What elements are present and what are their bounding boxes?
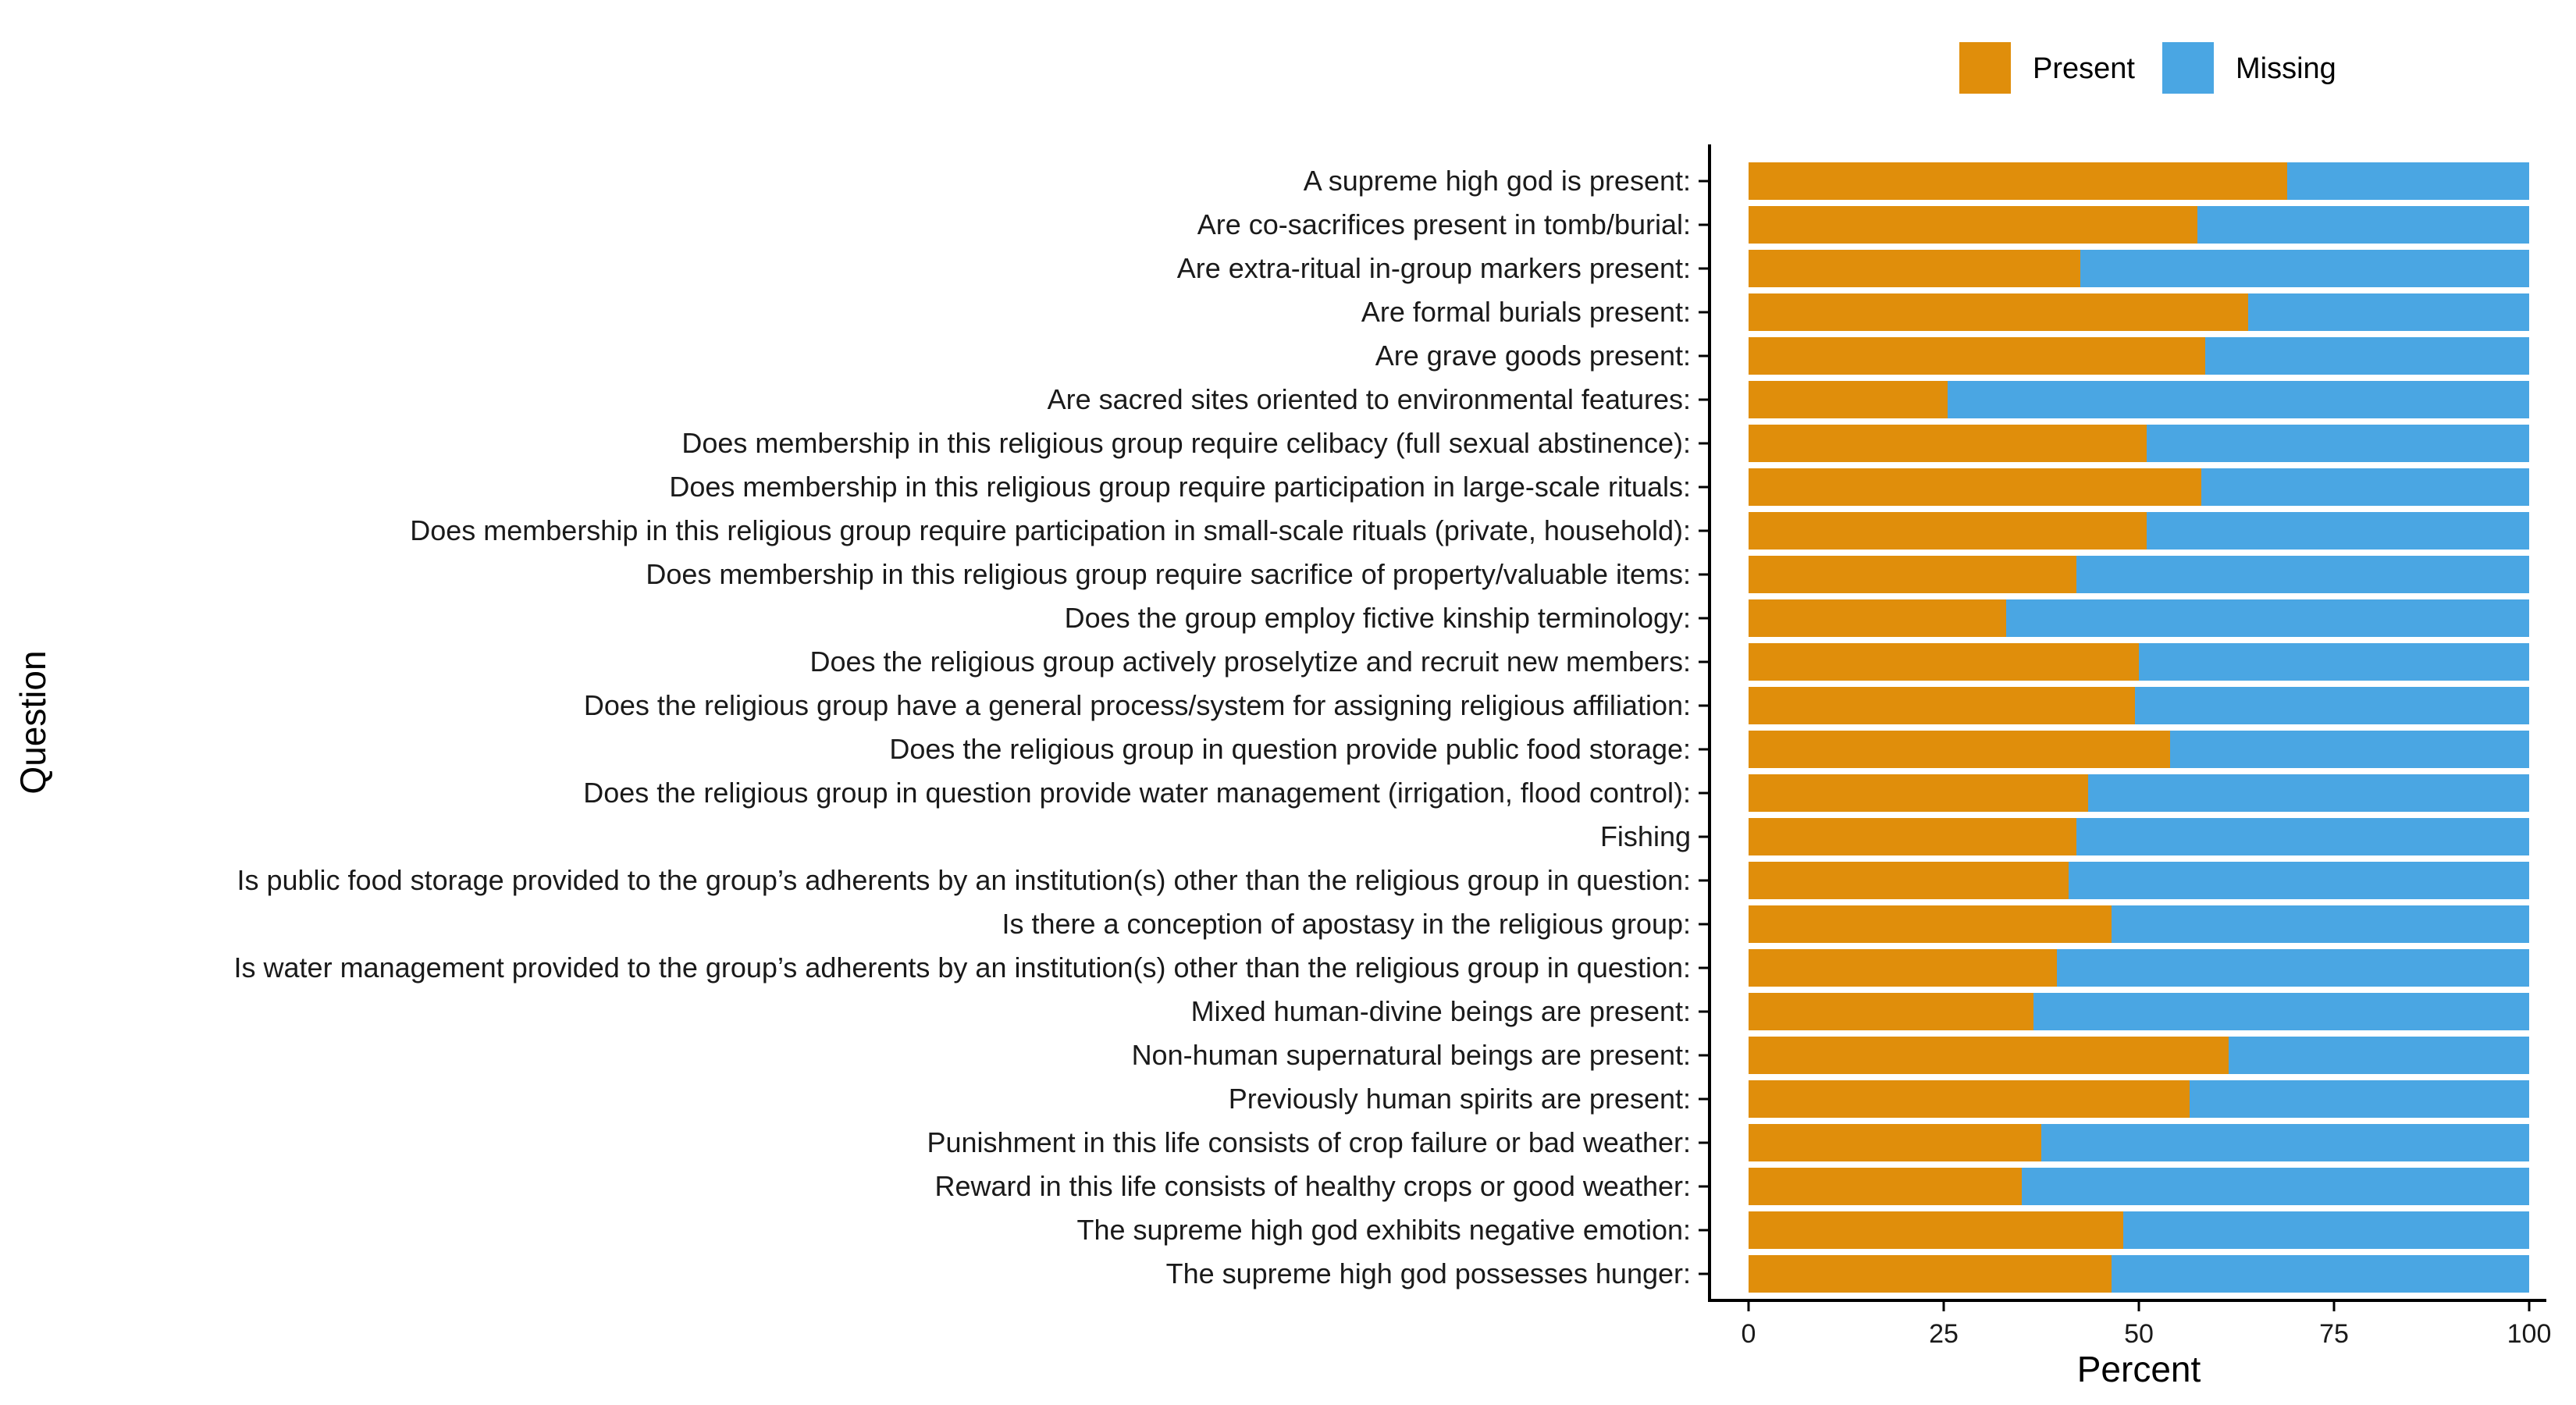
bar-missing-14 xyxy=(2088,774,2529,812)
category-label-17: Is there a conception of apostasy in the… xyxy=(1002,908,1691,940)
bar-present-22 xyxy=(1749,1124,2041,1161)
category-labels-group: A supreme high god is present: Are co-sac… xyxy=(234,165,1710,1289)
bar-present-10 xyxy=(1749,599,2006,637)
legend-swatch-missing xyxy=(2162,42,2214,94)
bar-missing-12 xyxy=(2135,687,2529,724)
category-label-4: Are grave goods present: xyxy=(1375,340,1691,372)
y-axis-title: Question xyxy=(12,650,53,794)
bar-missing-2 xyxy=(2080,250,2529,287)
bar-missing-10 xyxy=(2006,599,2529,637)
bar-missing-17 xyxy=(2112,905,2529,943)
bar-present-4 xyxy=(1749,337,2205,375)
bar-missing-3 xyxy=(2248,293,2529,331)
category-label-21: Previously human spirits are present: xyxy=(1229,1083,1691,1115)
bar-present-11 xyxy=(1749,643,2139,681)
legend-label-missing: Missing xyxy=(2236,52,2336,85)
category-label-22: Punishment in this life consists of crop… xyxy=(927,1126,1692,1158)
category-label-8: Does membership in this religious group … xyxy=(410,514,1691,546)
bar-missing-25 xyxy=(2112,1255,2529,1293)
bar-missing-5 xyxy=(1948,381,2529,418)
bar-present-24 xyxy=(1749,1211,2123,1249)
bar-present-18 xyxy=(1749,949,2057,987)
bar-missing-24 xyxy=(2123,1211,2529,1249)
category-label-1: Are co-sacrifices present in tomb/burial… xyxy=(1197,208,1691,240)
bar-present-13 xyxy=(1749,731,2170,768)
bar-missing-6 xyxy=(2147,425,2529,462)
x-axis-title: Percent xyxy=(2077,1349,2201,1389)
category-label-0: A supreme high god is present: xyxy=(1304,165,1691,197)
category-label-9: Does membership in this religious group … xyxy=(646,558,1691,590)
category-label-19: Mixed human-divine beings are present: xyxy=(1191,995,1691,1027)
category-label-16: Is public food storage provided to the g… xyxy=(237,864,1691,896)
legend-label-present: Present xyxy=(2033,52,2135,85)
bar-present-2 xyxy=(1749,250,2080,287)
bar-missing-13 xyxy=(2170,731,2529,768)
bars-group xyxy=(1749,162,2529,1293)
bar-missing-20 xyxy=(2229,1037,2529,1074)
x-tick-label-0: 0 xyxy=(1742,1319,1756,1349)
bar-present-3 xyxy=(1749,293,2248,331)
x-tick-label-3: 75 xyxy=(2319,1319,2349,1349)
bar-present-21 xyxy=(1749,1080,2190,1118)
bar-present-17 xyxy=(1749,905,2112,943)
bar-present-7 xyxy=(1749,468,2201,506)
x-ticks-group: 0 25 50 75 100 xyxy=(1742,1300,2552,1349)
category-label-20: Non-human supernatural beings are presen… xyxy=(1132,1039,1691,1071)
category-label-14: Does the religious group in question pro… xyxy=(583,777,1691,809)
category-label-6: Does membership in this religious group … xyxy=(681,427,1691,459)
bar-present-15 xyxy=(1749,818,2076,855)
bar-missing-21 xyxy=(2190,1080,2529,1118)
category-label-3: Are formal burials present: xyxy=(1361,296,1691,328)
category-label-2: Are extra-ritual in-group markers presen… xyxy=(1177,252,1691,284)
category-label-15: Fishing xyxy=(1600,820,1691,852)
category-label-10: Does the group employ fictive kinship te… xyxy=(1065,602,1691,634)
category-label-7: Does membership in this religious group … xyxy=(669,471,1691,503)
bar-present-16 xyxy=(1749,862,2069,899)
bar-present-6 xyxy=(1749,425,2147,462)
bar-present-5 xyxy=(1749,381,1948,418)
bar-missing-1 xyxy=(2197,206,2529,244)
bar-missing-4 xyxy=(2205,337,2529,375)
bar-present-19 xyxy=(1749,993,2033,1030)
legend: Present Missing xyxy=(1959,42,2336,94)
x-tick-label-4: 100 xyxy=(2507,1319,2552,1349)
bar-present-9 xyxy=(1749,556,2076,593)
bar-missing-18 xyxy=(2057,949,2529,987)
bar-missing-15 xyxy=(2076,818,2529,855)
bar-missing-19 xyxy=(2033,993,2529,1030)
category-label-23: Reward in this life consists of healthy … xyxy=(935,1170,1691,1202)
bar-present-23 xyxy=(1749,1168,2022,1205)
category-label-25: The supreme high god possesses hunger: xyxy=(1166,1257,1691,1289)
x-tick-label-2: 50 xyxy=(2124,1319,2154,1349)
category-label-11: Does the religious group actively prosel… xyxy=(809,646,1691,678)
category-label-12: Does the religious group have a general … xyxy=(584,689,1691,721)
bar-present-12 xyxy=(1749,687,2135,724)
bar-present-14 xyxy=(1749,774,2088,812)
category-label-18: Is water management provided to the grou… xyxy=(234,951,1691,984)
bar-present-1 xyxy=(1749,206,2197,244)
bar-present-8 xyxy=(1749,512,2147,550)
x-tick-label-1: 25 xyxy=(1929,1319,1959,1349)
bar-present-0 xyxy=(1749,162,2287,200)
category-label-5: Are sacred sites oriented to environment… xyxy=(1048,383,1691,415)
bar-missing-16 xyxy=(2069,862,2529,899)
legend-swatch-present xyxy=(1959,42,2011,94)
bar-missing-7 xyxy=(2201,468,2529,506)
bar-missing-11 xyxy=(2139,643,2529,681)
category-label-13: Does the religious group in question pro… xyxy=(889,733,1691,765)
category-label-24: The supreme high god exhibits negative e… xyxy=(1077,1214,1691,1246)
bar-present-25 xyxy=(1749,1255,2112,1293)
bar-missing-22 xyxy=(2041,1124,2529,1161)
bar-missing-0 xyxy=(2287,162,2529,200)
bar-missing-9 xyxy=(2076,556,2529,593)
bar-missing-8 xyxy=(2147,512,2529,550)
bar-present-20 xyxy=(1749,1037,2229,1074)
bar-missing-23 xyxy=(2022,1168,2529,1205)
